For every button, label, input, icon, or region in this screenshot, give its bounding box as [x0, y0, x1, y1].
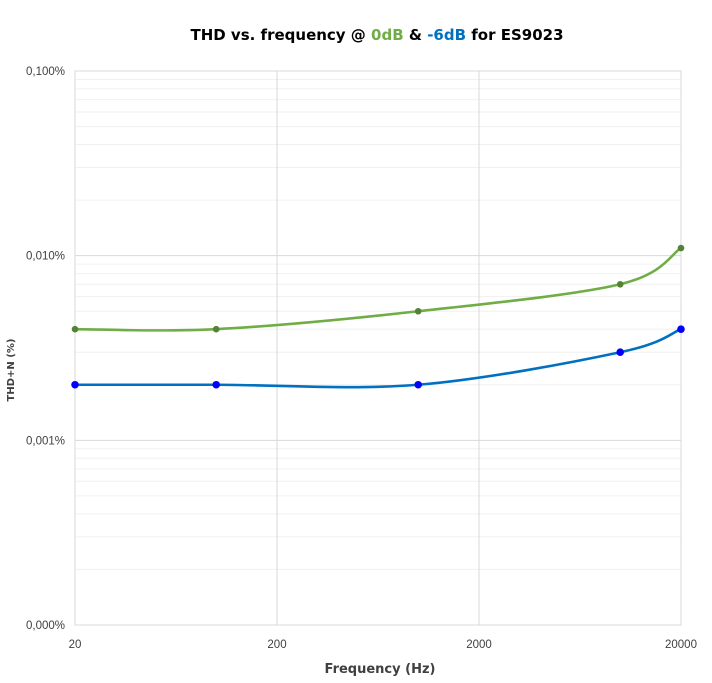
chart-title: THD vs. frequency @ 0dB & -6dB for ES902… [190, 26, 563, 44]
data-point [414, 380, 422, 389]
tick-labels: 20 200 2000 20000 0,000% 0,001% 0,010% 0,100% [26, 66, 697, 651]
data-point [71, 380, 79, 389]
x-tick-label: 2000 [466, 639, 492, 651]
x-tick-label: 20000 [665, 639, 697, 651]
data-point [71, 325, 79, 333]
y-tick-label: 0,100% [26, 66, 65, 78]
y-tick-label: 0,001% [26, 435, 65, 447]
x-tick-label: 200 [267, 639, 286, 651]
title-part: -6dB [427, 26, 466, 44]
plot-area-border [74, 70, 682, 626]
data-point [616, 348, 624, 357]
data-point [414, 307, 422, 315]
series-layer [71, 244, 685, 389]
y-axis-title: THD+N (%) [6, 339, 17, 402]
title-part: for ES9023 [466, 26, 563, 44]
data-point [616, 280, 624, 288]
data-point [677, 244, 685, 252]
x-tick-label: 20 [69, 639, 82, 651]
series-2 [71, 325, 685, 389]
title-part: 0dB [371, 26, 404, 44]
series-1 [71, 244, 685, 333]
data-point [212, 380, 220, 389]
title-part: & [404, 26, 428, 44]
data-point [677, 325, 685, 333]
y-tick-label: 0,000% [26, 620, 65, 632]
y-tick-label: 0,010% [26, 251, 65, 263]
data-point [212, 325, 220, 333]
x-axis-title: Frequency (Hz) [325, 662, 436, 677]
title-part: THD vs. frequency @ [190, 26, 371, 44]
